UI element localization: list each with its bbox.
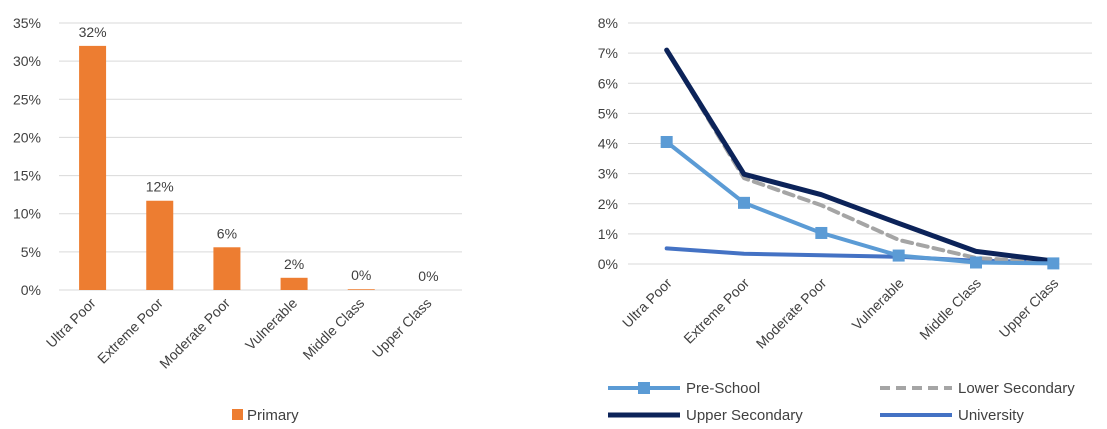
legend-label: Lower Secondary bbox=[958, 380, 1075, 397]
data-label: 12% bbox=[146, 179, 174, 195]
legend-label: Pre-School bbox=[686, 380, 760, 397]
y-tick-label: 5% bbox=[21, 244, 41, 260]
y-tick-label: 20% bbox=[13, 129, 41, 145]
legend-marker bbox=[638, 382, 650, 394]
series-marker bbox=[970, 256, 982, 269]
data-label: 32% bbox=[79, 24, 107, 40]
data-label: 0% bbox=[418, 268, 438, 284]
x-tick-label: Vulnerable bbox=[849, 275, 907, 333]
legend-swatch bbox=[232, 409, 243, 420]
y-tick-label: 0% bbox=[21, 282, 41, 298]
x-tick-label: Moderate Poor bbox=[753, 275, 830, 352]
series-line bbox=[664, 47, 1056, 264]
y-tick-label: 8% bbox=[598, 15, 618, 31]
y-tick-label: 10% bbox=[13, 206, 41, 222]
x-tick-label: Upper Class bbox=[996, 275, 1062, 341]
y-tick-label: 30% bbox=[13, 53, 41, 69]
x-tick-label: Ultra Poor bbox=[43, 295, 99, 351]
x-tick-label: Vulnerable bbox=[242, 295, 300, 353]
series-line bbox=[664, 139, 1056, 266]
y-tick-label: 5% bbox=[598, 105, 618, 121]
series-marker bbox=[660, 135, 673, 148]
series-marker bbox=[815, 226, 828, 239]
bar bbox=[280, 277, 308, 290]
y-tick-label: 4% bbox=[598, 136, 618, 152]
x-tick-label: Extreme Poor bbox=[94, 295, 166, 367]
y-tick-label: 25% bbox=[13, 91, 41, 107]
bar-chart: 0% 5% 10% 15% 20% 25% 30% 35% 32% Ultra Poor 12% Ex… bbox=[13, 15, 462, 424]
series-marker bbox=[892, 249, 905, 262]
data-label: 6% bbox=[217, 225, 237, 241]
y-tick-label: 3% bbox=[598, 166, 618, 182]
y-tick-label: 35% bbox=[13, 15, 41, 31]
legend-label: University bbox=[958, 407, 1024, 424]
x-tick-label: Ultra Poor bbox=[619, 275, 675, 331]
y-tick-label: 0% bbox=[598, 256, 618, 272]
bar bbox=[79, 45, 107, 291]
y-tick-label: 7% bbox=[598, 45, 618, 61]
x-tick-label: Extreme Poor bbox=[680, 275, 752, 347]
y-tick-label: 2% bbox=[598, 196, 618, 212]
series-marker bbox=[738, 196, 750, 209]
x-tick-label: Middle Class bbox=[916, 275, 984, 343]
series-marker bbox=[1047, 257, 1060, 270]
legend-label: Upper Secondary bbox=[686, 407, 803, 424]
bar bbox=[347, 289, 375, 290]
y-tick-label: 6% bbox=[598, 75, 618, 91]
legend-label: Primary bbox=[247, 407, 299, 424]
x-tick-label: Moderate Poor bbox=[156, 295, 233, 372]
series-line bbox=[664, 48, 1056, 265]
x-tick-label: Middle Class bbox=[299, 295, 367, 363]
y-tick-label: 1% bbox=[598, 226, 618, 242]
bar bbox=[213, 247, 241, 290]
bar bbox=[146, 200, 174, 290]
line-chart: 0% 1% 2% 3% 4% 5% 6% 7% 8% Ultra Poor Extreme Poor… bbox=[598, 15, 1092, 424]
data-label: 2% bbox=[284, 256, 304, 272]
x-tick-label: Upper Class bbox=[369, 295, 435, 361]
y-tick-label: 15% bbox=[13, 168, 41, 184]
data-label: 0% bbox=[351, 267, 371, 283]
